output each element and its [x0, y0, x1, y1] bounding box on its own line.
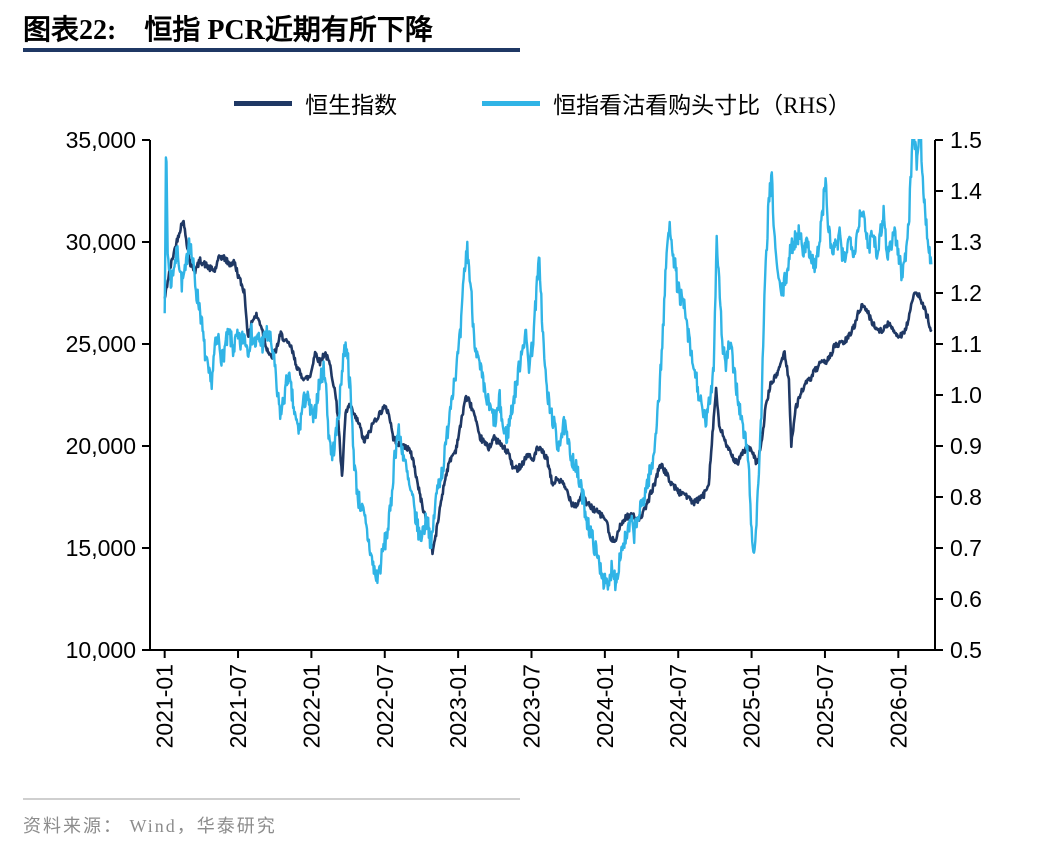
legend-item-pcr: 恒指看沽看购头寸比（RHS） [482, 86, 851, 120]
legend-item-hsi: 恒生指数 [234, 86, 397, 120]
x-tick-label: 2025-07 [812, 664, 838, 748]
x-tick-label: 2024-07 [665, 664, 691, 748]
right-tick-label: 1.4 [950, 178, 982, 204]
legend-label-hsi: 恒生指数 [305, 93, 398, 118]
hsi-series-line [163, 219, 933, 556]
chart-legend: 恒生指数 恒指看沽看购头寸比（RHS） [150, 86, 935, 120]
x-tick-label: 2022-01 [298, 664, 324, 748]
right-tick-label: 0.5 [950, 637, 982, 663]
legend-label-pcr: 恒指看沽看购头寸比（RHS） [553, 93, 851, 118]
right-tick-label: 0.9 [950, 433, 982, 459]
x-tick-label: 2023-07 [518, 664, 544, 748]
footer-divider [23, 798, 520, 800]
right-tick-label: 1.3 [950, 229, 982, 255]
pcr-series-line [163, 139, 933, 592]
axes [142, 139, 943, 658]
right-tick-label: 1.0 [950, 382, 982, 408]
left-tick-label: 10,000 [66, 637, 136, 663]
source-note: 资料来源： Wind，华泰研究 [23, 816, 277, 836]
x-tick-label: 2025-01 [739, 664, 765, 748]
page-title: 恒指 PCR近期有所下降 [144, 15, 433, 46]
left-tick-label: 15,000 [66, 535, 136, 561]
left-axis-tick-labels: 10,000 15,000 20,000 25,000 30,000 35,000 [66, 127, 136, 663]
left-tick-label: 35,000 [66, 127, 136, 153]
left-tick-label: 25,000 [66, 331, 136, 357]
title-underline [23, 48, 520, 52]
x-tick-label: 2023-01 [445, 664, 471, 748]
hsi-line-swatch-icon [234, 100, 293, 106]
left-tick-label: 30,000 [66, 229, 136, 255]
pcr-line-swatch-icon [482, 100, 541, 106]
x-tick-label: 2026-01 [885, 664, 911, 748]
right-tick-label: 0.7 [950, 535, 982, 561]
right-tick-label: 0.6 [950, 586, 982, 612]
right-axis-tick-labels: 0.5 0.6 0.7 0.8 0.9 1.0 1.1 1.2 1.3 1.4 1.5 [950, 127, 982, 663]
left-tick-label: 20,000 [66, 433, 136, 459]
chart-title-row: 图表22: 恒指 PCR近期有所下降 [23, 8, 433, 48]
x-tick-label: 2022-07 [372, 664, 398, 748]
x-axis-tick-labels: 2021-01 2021-07 2022-01 2022-07 2023-01 2023-… [152, 664, 912, 748]
x-tick-label: 2021-07 [225, 664, 251, 748]
right-tick-label: 0.8 [950, 484, 982, 510]
x-tick-label: 2024-01 [592, 664, 618, 748]
x-tick-label: 2021-01 [152, 664, 178, 748]
right-tick-label: 1.1 [950, 331, 982, 357]
right-tick-label: 1.2 [950, 280, 982, 306]
right-tick-label: 1.5 [950, 127, 982, 153]
figure-number-label: 图表22: [23, 15, 117, 46]
